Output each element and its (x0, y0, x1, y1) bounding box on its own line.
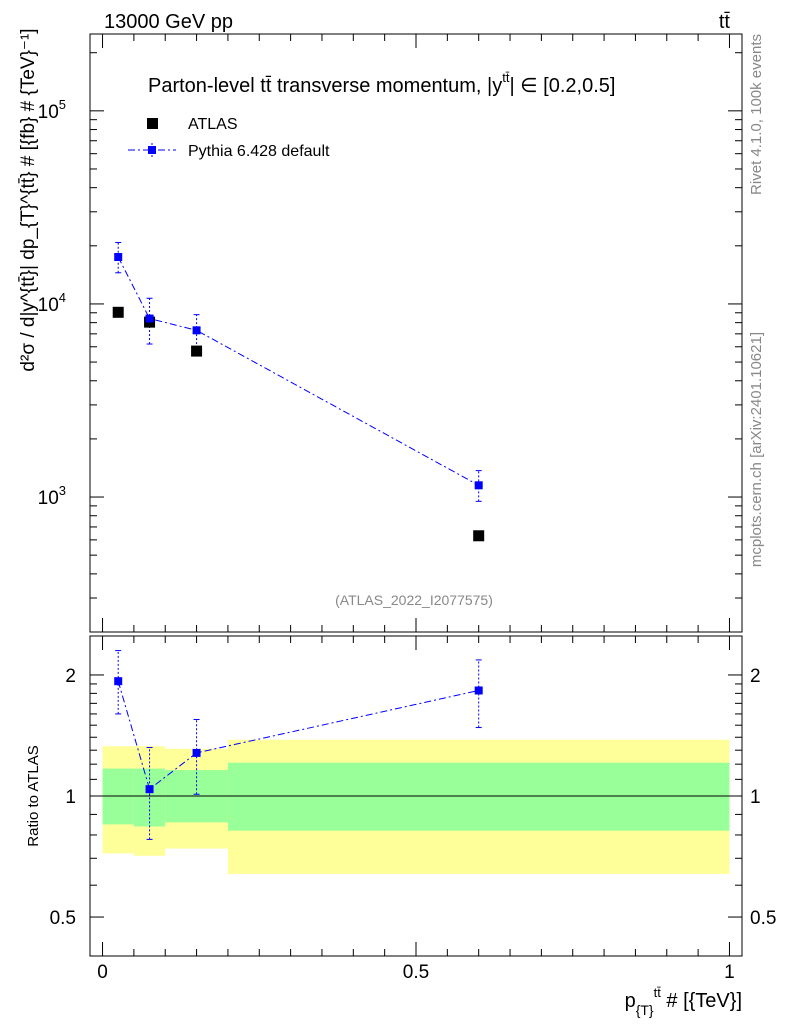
pythia-data-point (192, 326, 201, 335)
energy-label: 13000 GeV pp (104, 11, 233, 33)
legend: ATLAS Pythia 6.428 default (128, 116, 330, 160)
x-axis-label-tail: # [{TeV}] (661, 990, 742, 1012)
ratio-data-point (474, 686, 483, 695)
analysis-watermark: (ATLAS_2022_I2077575) (335, 592, 493, 608)
x-axis-label-sup: tt̄ (654, 985, 662, 1000)
ratio-y-tick-label-right: 0.5 (750, 908, 776, 929)
ratio-y-tick-label: 0.5 (50, 908, 76, 929)
x-axis-label-sub: {T} (636, 1002, 654, 1018)
ratio-series-line (117, 681, 479, 790)
pythia-data-point (145, 314, 154, 323)
ratio-y-tick-label-right: 1 (750, 787, 761, 808)
ratio-data-point (145, 785, 154, 794)
ratio-plot-data (114, 650, 483, 840)
chart-title-tail: | ∈ [0.2,0.5] (509, 75, 615, 97)
pythia-series-line (117, 256, 479, 486)
ratio-uncertainty-bands (90, 739, 742, 874)
pythia-data-point (474, 481, 483, 490)
x-tick-label: 0.5 (403, 962, 429, 983)
rivet-version-label: Rivet 4.1.0, 100k events (748, 34, 765, 195)
atlas-data-point (112, 306, 124, 318)
main-y-tick-label: 103 (38, 483, 66, 509)
axis-tick-labels: 103 104 105 0 0.5 1 0.5 0.5 1 1 2 2 (38, 97, 777, 983)
main-plot-data (112, 242, 485, 542)
atlas-data-point (191, 345, 203, 357)
chart-title: Parton-level tt̄ transverse momentum, |y… (148, 70, 615, 97)
x-axis-label-main: p (625, 990, 636, 1012)
main-y-tick-label: 105 (38, 97, 66, 123)
x-axis-label: p{T}tt̄ # [{TeV}] (625, 985, 742, 1018)
main-y-tick-label: 104 (38, 290, 66, 316)
mcplots-label: mcplots.cern.ch [arXiv:2401.10621] (748, 332, 765, 567)
legend-marker-atlas (147, 118, 158, 129)
ratio-data-point (114, 677, 123, 686)
process-label: tt̄ (719, 11, 731, 33)
ratio-data-point (192, 748, 201, 757)
chart-title-sup: tt̄ (502, 70, 510, 85)
ratio-y-tick-label: 1 (65, 787, 76, 808)
x-tick-label: 1 (724, 962, 735, 983)
chart-title-text: Parton-level tt̄ transverse momentum, |y (148, 75, 502, 97)
ratio-y-axis-label: Ratio to ATLAS (25, 745, 42, 846)
atlas-data-point (473, 530, 485, 542)
pythia-data-point (114, 253, 123, 262)
legend-marker-pythia (148, 146, 156, 154)
ratio-y-tick-label: 2 (65, 666, 76, 687)
legend-label-atlas: ATLAS (188, 116, 238, 133)
ratio-y-tick-label-right: 2 (750, 666, 761, 687)
main-y-axis-label: d²σ / d|y^{tt̄}| dp_{T}^{tt̄} # [{fb} # … (18, 28, 39, 371)
x-tick-label: 0 (97, 962, 108, 983)
legend-label-pythia: Pythia 6.428 default (188, 143, 330, 160)
axis-ticks (90, 34, 742, 957)
ratio-inner-band (227, 762, 730, 831)
